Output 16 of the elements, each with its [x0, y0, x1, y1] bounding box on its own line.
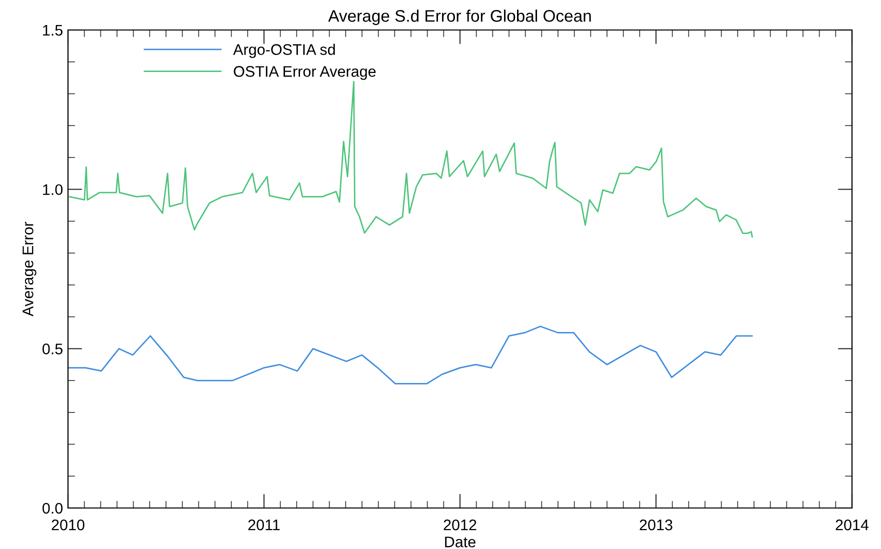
x-axis-title: Date: [445, 536, 476, 548]
x-tick-label: 2014: [836, 520, 869, 530]
line-series: [68, 80, 753, 238]
x-tick-label: 2012: [444, 520, 476, 530]
x-tick-label: 2011: [248, 520, 280, 530]
y-axis-title: Average Error: [22, 222, 36, 316]
y-tick-label: 0.5: [42, 344, 62, 354]
legend-label: Argo-OSTIA sd: [233, 44, 335, 58]
x-tick-label: 2013: [640, 520, 672, 530]
x-tick-label: 2010: [52, 520, 84, 530]
y-tick-label: 0.0: [42, 502, 63, 514]
legend-label: OSTIA Error Average: [234, 66, 376, 80]
y-tick-label: 1.5: [43, 25, 62, 36]
line-series: [68, 326, 753, 384]
y-tick-label: 1.0: [43, 184, 63, 196]
chart-title: Average S.d Error for Global Ocean: [328, 10, 591, 26]
